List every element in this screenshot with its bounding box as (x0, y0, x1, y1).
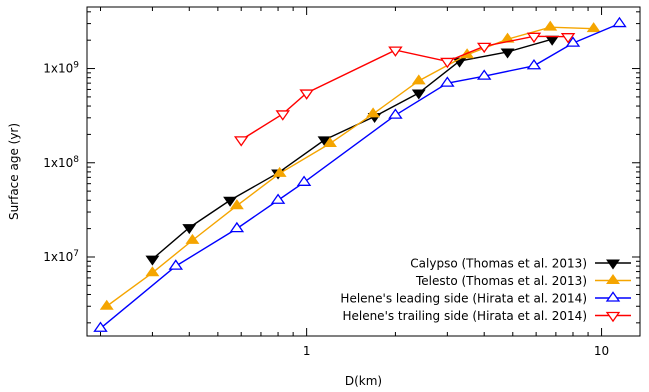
data-point (99, 299, 114, 310)
y-tick-label: 1x109 (43, 61, 79, 76)
data-point (145, 255, 160, 266)
data-point (526, 58, 542, 70)
legend-marker (605, 291, 621, 302)
data-point (388, 46, 403, 57)
data-point (229, 221, 245, 233)
data-point (223, 196, 238, 207)
data-point (185, 233, 200, 244)
data-point (233, 136, 249, 147)
data-point (411, 89, 426, 100)
data-point (296, 175, 312, 186)
data-point (299, 89, 314, 100)
legend-label: Helene's trailing side (Hirata et al. 20… (342, 309, 587, 323)
series-line (151, 38, 553, 260)
legend-marker (606, 273, 620, 284)
legend-marker (605, 311, 621, 323)
y-axis-title: Surface age (yr) (7, 123, 21, 220)
series-1 (99, 20, 601, 310)
data-point (388, 108, 403, 119)
data-point (586, 22, 601, 33)
y-tick-label: 1x107 (43, 249, 79, 264)
data-point (275, 110, 291, 121)
tick-labels: 1 10 1x107 1x108 1x109 (43, 61, 609, 358)
data-point (93, 321, 108, 332)
data-point (182, 224, 197, 235)
data-point (272, 166, 287, 177)
legend-entry: Helene's trailing side (Hirata et al. 20… (342, 309, 631, 323)
data-point (565, 36, 581, 47)
series-3 (233, 32, 576, 147)
legend: Calypso (Thomas et al. 2013) Telesto (Tho… (340, 257, 631, 323)
data-point (612, 16, 627, 28)
data-point (476, 69, 492, 80)
data-point (323, 136, 337, 147)
data-point (145, 266, 160, 277)
series-line (106, 26, 594, 307)
legend-entry: Calypso (Thomas et al. 2013) (410, 257, 631, 271)
data-point (229, 199, 244, 210)
data-point (543, 20, 558, 31)
axis-ticks (87, 7, 640, 336)
legend-marker (606, 259, 620, 270)
x-tick-label: 1 (303, 344, 311, 358)
data-point (411, 74, 426, 85)
series-2 (93, 16, 627, 332)
series-line (240, 35, 569, 141)
data-point (560, 33, 576, 44)
data-point (440, 76, 455, 87)
legend-label: Telesto (Thomas et al. 2013) (415, 274, 587, 288)
data-point (500, 48, 515, 59)
legend-entry: Telesto (Thomas et al. 2013) (415, 273, 631, 288)
data-point (526, 32, 542, 44)
data-point (168, 259, 184, 270)
data-point (366, 107, 381, 118)
legend-label: Calypso (Thomas et al. 2013) (410, 257, 587, 271)
data-point (440, 57, 455, 69)
plot-frame (86, 6, 641, 337)
data-point (476, 42, 492, 54)
data-point (270, 193, 286, 204)
data-series (93, 16, 627, 332)
y-tick-label: 1x108 (43, 155, 79, 170)
legend-label: Helene's leading side (Hirata et al. 201… (340, 292, 587, 306)
x-tick-label: 10 (594, 344, 609, 358)
legend-entry: Helene's leading side (Hirata et al. 201… (340, 291, 631, 306)
x-axis-title: D(km) (345, 374, 382, 388)
